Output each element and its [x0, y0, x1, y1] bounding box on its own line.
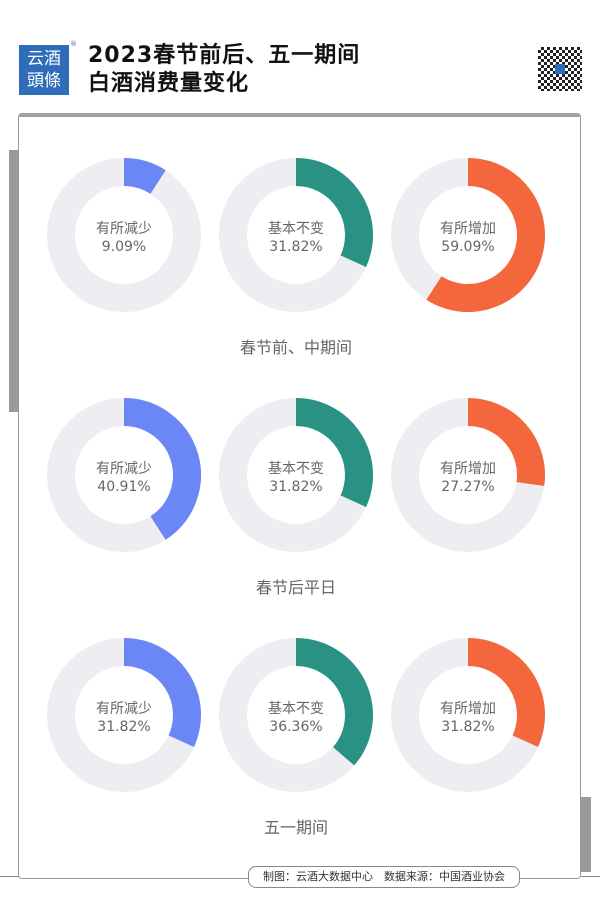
donut-category-label: 有所减少	[96, 701, 152, 717]
group-label: 春节前、中期间	[240, 338, 352, 357]
donut-segment	[426, 158, 545, 312]
qr-code-icon	[538, 47, 582, 91]
group-label: 五一期间	[264, 818, 328, 837]
donut-value-label: 40.91%	[97, 479, 150, 495]
donut-segment	[295, 638, 373, 766]
donut-value-label: 9.09%	[102, 239, 146, 255]
donut-value-label: 31.82%	[269, 239, 322, 255]
donut-category-label: 有所减少	[96, 461, 152, 477]
donut-category-label: 有所增加	[440, 461, 496, 477]
page-title: 2023春节前后、五一期间 白酒消费量变化	[88, 43, 361, 96]
donut-category-label: 基本不变	[268, 700, 324, 717]
donut-category-label: 有所增加	[440, 701, 496, 717]
chart-card	[18, 113, 581, 879]
registered-mark: ®	[70, 40, 77, 48]
donut-value-label: 59.09%	[441, 239, 494, 255]
donut-segment	[295, 158, 373, 267]
donut-segment	[123, 158, 166, 195]
donut-value-label: 27.27%	[441, 479, 494, 495]
donut-category-label: 基本不变	[268, 460, 324, 477]
donut-value-label: 31.82%	[269, 479, 322, 495]
donut-segment	[123, 638, 201, 747]
donut-value-label: 31.82%	[97, 719, 150, 735]
footer-credits: 制图：云酒大数据中心 数据来源：中国酒业协会	[248, 866, 520, 888]
donut-value-label: 36.36%	[269, 719, 322, 735]
donut-segment	[467, 638, 545, 747]
donut-category-label: 有所减少	[96, 221, 152, 237]
donut-segment	[123, 398, 201, 540]
logo: 云酒 頭條	[19, 45, 69, 95]
donut-segment	[467, 398, 545, 486]
donut-value-label: 31.82%	[441, 719, 494, 735]
donut-category-label: 基本不变	[268, 220, 324, 237]
decor-tab-right	[579, 797, 591, 872]
donut-segment	[295, 398, 373, 507]
group-label: 春节后平日	[256, 578, 336, 597]
donut-category-label: 有所增加	[440, 221, 496, 237]
